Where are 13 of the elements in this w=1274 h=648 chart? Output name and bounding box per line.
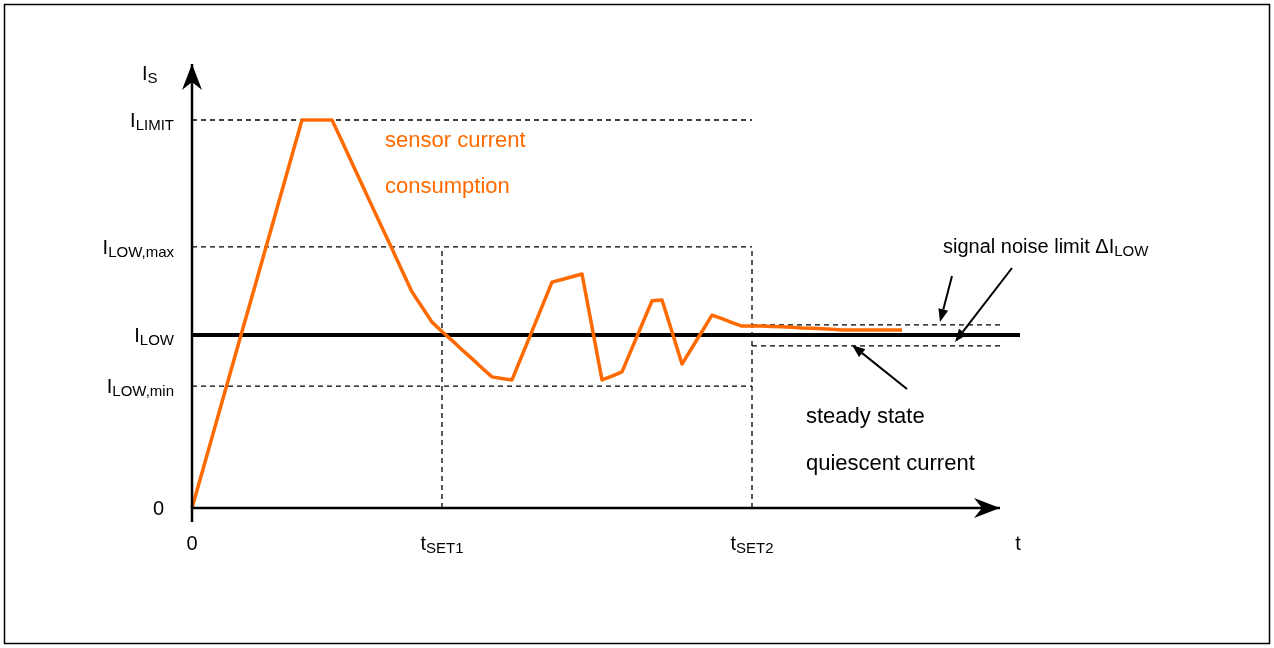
ref-line-label: I$_{LOW,min}$ [106,375,174,400]
x-tick-label: 0 [186,532,198,554]
series-label: sensor current consumption [385,127,526,198]
annotation: steady state quiescent current [806,403,975,475]
y-axis-title: I$_{S}$ [142,62,158,86]
ref-line-label: I$_{LIMIT}$ [130,109,174,133]
text: 0 [152,497,164,519]
ref-line-label: I$_{LOW}$ [134,323,175,348]
x-tick-label: t$_{SET2}$ [730,532,774,556]
x-tick-label: t$_{SET1}$ [420,532,464,556]
ref-line-label: I$_{LOW,max}$ [102,235,175,260]
annotation: signal noise limit ΔI$_{LOW}$ [943,235,1150,259]
x-axis-title: t [1015,532,1022,554]
